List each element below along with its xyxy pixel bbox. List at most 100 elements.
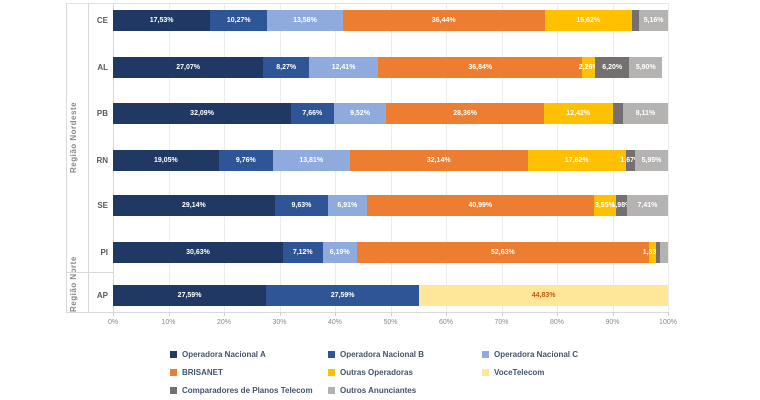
gridline	[668, 3, 669, 312]
category-label-RN: RN	[96, 156, 108, 165]
legend-item: Outras Operadoras	[328, 368, 413, 377]
bar-segment: 2,26%	[579, 57, 599, 78]
axis-tick	[446, 312, 447, 316]
axis-tick-label: 30%	[272, 319, 287, 326]
legend-swatch	[328, 387, 335, 394]
region-column-right-border	[88, 3, 89, 312]
bar-segment: 9,52%	[333, 103, 387, 124]
bar-value-label: 40,99%	[468, 202, 493, 209]
category-label-SE: SE	[97, 201, 108, 210]
bar-row-SE: 29,14% 9,63% 6,91% 40,99% 3,95% 1,98% 7,41%	[113, 195, 668, 216]
bar-segment: 7,12%	[282, 242, 323, 263]
bar-segment: 12,41%	[309, 57, 378, 78]
bar-value-label: 8,11%	[635, 110, 656, 117]
bar-value-label: 17,53%	[149, 17, 174, 24]
bar-value-label: 15,62%	[576, 17, 601, 24]
legend-item: Outros Anunciantes	[328, 386, 416, 395]
bar-value-label: 32,14%	[426, 157, 451, 164]
axis-tick-label: 10%	[161, 319, 176, 326]
category-label-AL: AL	[97, 63, 108, 72]
legend-item: Comparadores de Planos Telecom	[170, 386, 313, 395]
bar-value-label: 5,16%	[643, 17, 664, 24]
legend-label: Outros Anunciantes	[340, 386, 417, 395]
bar-segment: 29,14%	[113, 195, 275, 216]
bar-value-label: 13,81%	[299, 157, 324, 164]
bar-segment: 52,63%	[356, 242, 649, 263]
axis-tick	[612, 312, 614, 316]
axis-tick-label: 70%	[494, 319, 509, 326]
legend-item: VoceTelecom	[482, 368, 544, 377]
bar-segment	[656, 242, 661, 263]
bar-value-label: 44,83%	[531, 292, 556, 299]
bar-segment: 36,44%	[342, 10, 545, 31]
axis-tick-label: 80%	[549, 319, 565, 326]
bar-segment: 1,67%	[620, 150, 640, 171]
bar-segment	[631, 10, 640, 31]
axis-tick-label: 40%	[327, 319, 343, 326]
bar-segment: 27,59%	[266, 285, 420, 306]
bar-row-PI: 30,63% 7,12% 6,19% 52,63% 1,33%	[113, 242, 668, 263]
bar-value-label: 6,20%	[602, 64, 623, 71]
legend-swatch	[170, 387, 177, 394]
legend-swatch	[170, 351, 177, 358]
legend-swatch	[482, 351, 489, 358]
bar-row-AP: 27,59% 27,59% 44,83%	[113, 285, 668, 306]
bar-value-label: 1,98%	[611, 202, 632, 209]
axis-tick-label: 0%	[107, 319, 119, 326]
bar-segment: 28,36%	[386, 103, 544, 124]
bar-segment: 12,42%	[543, 103, 613, 124]
bar-segment: 5,90%	[629, 57, 663, 78]
bar-value-label: 12,41%	[331, 64, 356, 71]
bar-value-label: 52,63%	[491, 249, 515, 256]
legend-item: Operadora Nacional C	[482, 350, 578, 359]
legend-item: Operadora Nacional B	[328, 350, 424, 359]
bar-segment	[660, 242, 668, 263]
bar-value-label: 6,91%	[337, 202, 358, 209]
bar-segment: 9,63%	[274, 195, 329, 216]
bar-segment: 1,98%	[611, 195, 631, 216]
bar-segment: 17,62%	[527, 150, 626, 171]
bar-segment: 36,84%	[378, 57, 583, 78]
bar-segment: 3,95%	[593, 195, 616, 216]
axis-tick-label: 20%	[216, 319, 232, 326]
bar-value-label: 1,67%	[620, 157, 641, 164]
region-label: Região Norte	[69, 256, 78, 312]
bar-segment: 40,99%	[366, 195, 594, 216]
bar-segment: 27,07%	[113, 57, 264, 78]
axis-tick	[557, 312, 558, 316]
legend-item: BRISANET	[170, 368, 223, 377]
bar-value-label: 3,95%	[595, 202, 615, 209]
category-label-CE: CE	[96, 16, 108, 25]
bar-segment: 9,76%	[218, 150, 273, 171]
axis-tick	[168, 312, 170, 316]
bar-segment: 5,16%	[639, 10, 668, 31]
axis-tick	[668, 312, 669, 316]
axis-tick	[113, 312, 114, 316]
axis-tick-label: 100%	[659, 319, 677, 326]
bar-segment: 32,14%	[349, 150, 528, 171]
bar-value-label: 7,66%	[302, 110, 323, 117]
bar-value-label: 19,05%	[153, 157, 178, 164]
bar-value-label: 27,59%	[177, 292, 202, 299]
bar-value-label: 13,58%	[293, 17, 317, 24]
bar-value-label: 9,52%	[350, 110, 370, 117]
axis-tick	[279, 312, 281, 316]
bar-segment: 7,66%	[291, 103, 334, 124]
bar-segment	[612, 103, 623, 124]
bar-segment: 6,20%	[594, 57, 630, 78]
bar-segment: 13,81%	[272, 150, 350, 171]
bar-segment: 6,91%	[328, 195, 367, 216]
bar-segment: 1,33%	[643, 242, 663, 263]
axis-tick-label: 50%	[383, 319, 398, 326]
bar-value-label: 30,63%	[186, 249, 210, 256]
bar-segment: 44,83%	[419, 285, 668, 306]
bar-value-label: 27,59%	[330, 292, 355, 299]
bar-value-label: 36,84%	[468, 64, 493, 71]
region-separator	[66, 272, 113, 273]
region-column-left-border	[66, 3, 67, 312]
bar-segment: 8,27%	[263, 57, 310, 78]
axis-tick	[501, 312, 503, 316]
axis-tick	[390, 312, 392, 316]
bar-value-label: 2,26%	[578, 64, 599, 71]
bar-value-label: 6,19%	[329, 249, 350, 256]
